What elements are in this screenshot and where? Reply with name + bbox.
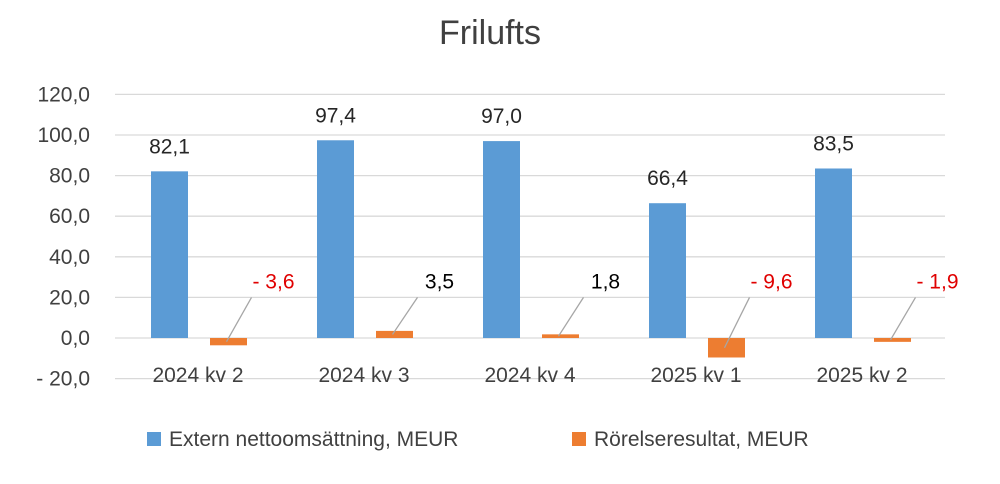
bar-extern-nettoomsattning [317, 140, 354, 338]
y-tick-label: 80,0 [49, 165, 90, 188]
bars [151, 140, 911, 358]
y-tick-label: - 20,0 [36, 368, 90, 391]
leader-line [723, 297, 751, 349]
legend-label: Extern nettoomsättning, MEUR [169, 428, 458, 451]
x-category-label: 2025 kv 2 [816, 364, 907, 387]
y-axis-tick-labels: 120,0 100,0 80,0 60,0 40,0 20,0 0,0 - 20,0 [36, 83, 90, 390]
y-tick-label: 60,0 [49, 205, 90, 228]
y-tick-label: 40,0 [49, 246, 90, 269]
legend: Extern nettoomsättning, MEUR Rörelseresul… [147, 428, 809, 451]
bar-rorelseresultat [542, 334, 579, 338]
data-label-rorelseresultat: - 9,6 [750, 270, 792, 293]
leader-line [889, 297, 917, 341]
data-label-extern-nettoomsattning: 82,1 [149, 135, 190, 158]
x-category-label: 2024 kv 4 [484, 364, 575, 387]
data-label-rorelseresultat: - 1,9 [916, 270, 958, 293]
bar-extern-nettoomsattning [483, 141, 520, 338]
bar-rorelseresultat [708, 338, 745, 358]
legend-swatch [572, 432, 586, 446]
data-label-extern-nettoomsattning: 97,4 [315, 104, 356, 127]
bar-extern-nettoomsattning [649, 203, 686, 338]
data-label-rorelseresultat: 3,5 [425, 270, 454, 293]
x-axis-category-labels: 2024 kv 2 2024 kv 3 2024 kv 4 2025 kv 1 2025… [152, 364, 907, 387]
y-tick-label: 100,0 [37, 124, 90, 147]
leader-line [391, 297, 419, 335]
leader-line [557, 297, 585, 337]
legend-label: Rörelseresultat, MEUR [594, 428, 809, 451]
x-category-label: 2024 kv 3 [318, 364, 409, 387]
data-label-rorelseresultat: 1,8 [591, 270, 620, 293]
data-label-extern-nettoomsattning: 83,5 [813, 132, 854, 155]
bar-rorelseresultat [210, 338, 247, 346]
x-category-label: 2025 kv 1 [650, 364, 741, 387]
data-label-extern-nettoomsattning: 66,4 [647, 167, 688, 190]
bar-rorelseresultat [874, 338, 911, 342]
legend-swatch [147, 432, 161, 446]
label-leader-lines [225, 297, 917, 349]
bar-extern-nettoomsattning [815, 168, 852, 338]
chart-title: Frilufts [439, 14, 541, 52]
gridlines [115, 93, 945, 380]
data-label-extern-nettoomsattning: 97,0 [481, 105, 522, 128]
data-label-rorelseresultat: - 3,6 [252, 270, 294, 293]
leader-line [225, 297, 253, 342]
y-tick-label: 120,0 [37, 83, 90, 106]
data-labels: 82,1 - 3,6 97,4 3,5 97,0 1,8 66,4 - 9,6 83,5 - 1,… [149, 104, 958, 293]
bar-rorelseresultat [376, 330, 413, 338]
x-category-label: 2024 kv 2 [152, 364, 243, 387]
y-tick-label: 0,0 [61, 327, 90, 350]
bar-extern-nettoomsattning [151, 171, 188, 338]
y-tick-label: 20,0 [49, 286, 90, 309]
